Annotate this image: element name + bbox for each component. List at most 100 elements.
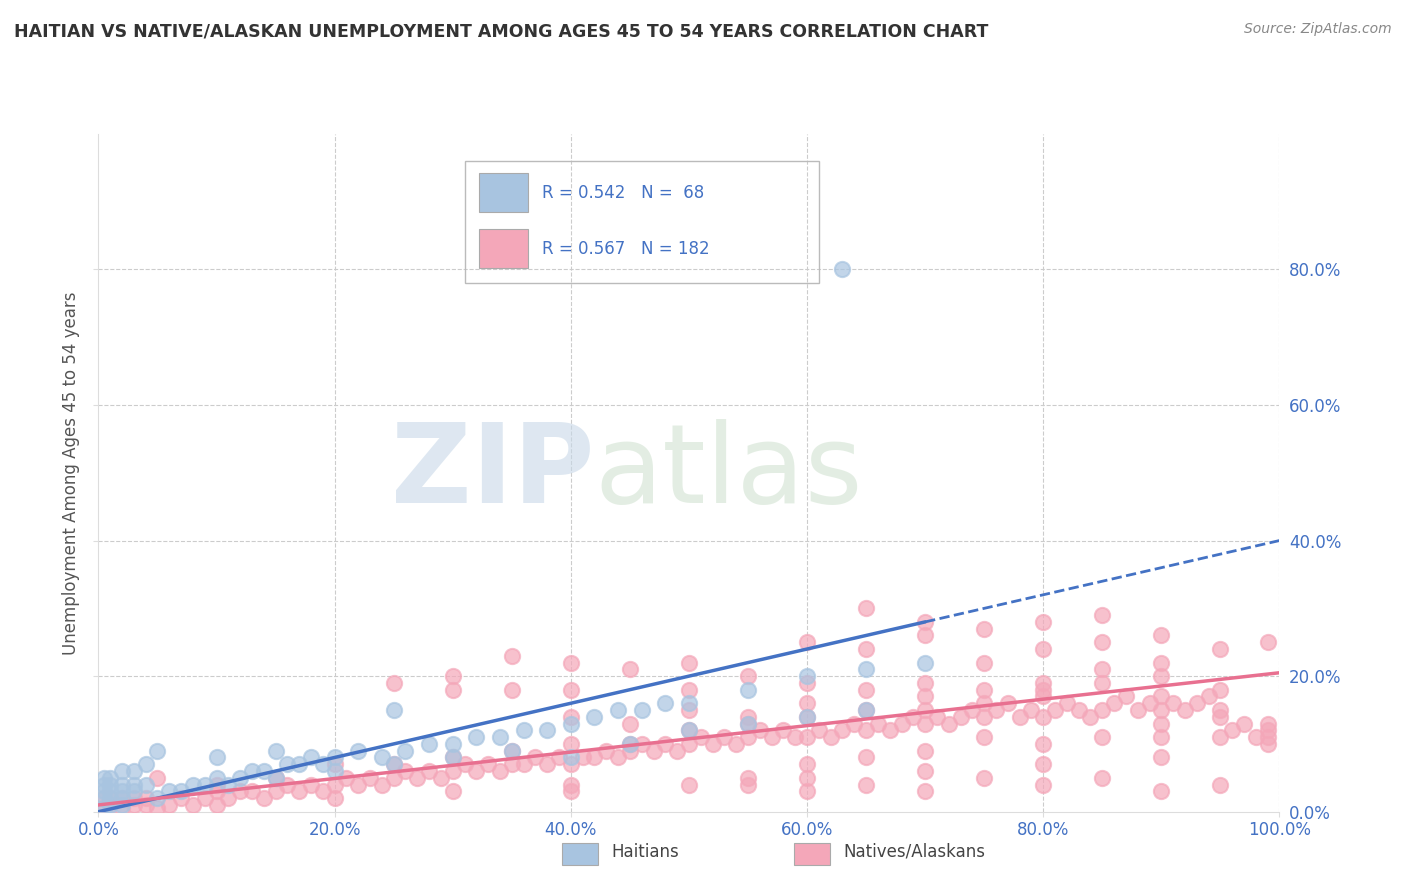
Point (240, 764, 263, 778)
Point (984, 703, 1007, 717)
Point (855, 662, 877, 676)
Point (1150, 656, 1173, 670)
Point (796, 771, 818, 785)
Point (146, 771, 169, 785)
Point (194, 778, 217, 792)
Point (619, 716, 641, 731)
Point (914, 764, 936, 778)
Point (1209, 642, 1232, 657)
Point (1150, 690, 1173, 704)
Point (1257, 730, 1279, 744)
Point (1257, 716, 1279, 731)
Point (737, 682, 759, 697)
Point (312, 784, 335, 798)
Point (678, 723, 700, 738)
Point (654, 737, 676, 751)
Point (1126, 703, 1149, 717)
Point (489, 730, 512, 744)
Point (1080, 710, 1102, 724)
Point (1091, 771, 1114, 785)
Point (1032, 690, 1054, 704)
Point (1220, 723, 1243, 738)
Point (737, 716, 759, 731)
Point (299, 750, 322, 764)
Point (170, 791, 193, 805)
Point (560, 716, 582, 731)
Point (973, 622, 995, 636)
Point (93, 791, 115, 805)
Point (713, 730, 735, 744)
Point (501, 682, 523, 697)
Point (194, 791, 217, 805)
Point (879, 723, 901, 738)
Point (229, 771, 252, 785)
Point (914, 690, 936, 704)
Point (359, 771, 381, 785)
Point (737, 771, 759, 785)
Point (914, 676, 936, 690)
Point (737, 730, 759, 744)
Point (98, 797, 121, 812)
Point (796, 710, 818, 724)
Point (748, 723, 770, 738)
Point (737, 716, 759, 731)
Point (619, 744, 641, 758)
Point (1209, 703, 1232, 717)
Point (678, 737, 700, 751)
Point (1198, 690, 1220, 704)
Point (371, 750, 394, 764)
Point (973, 730, 995, 744)
Point (630, 737, 652, 751)
Point (1115, 690, 1137, 704)
Text: Haitians: Haitians (612, 843, 679, 861)
Point (465, 764, 488, 778)
Point (1021, 703, 1043, 717)
Point (122, 778, 145, 792)
Point (938, 716, 960, 731)
Point (536, 757, 558, 772)
Point (844, 716, 866, 731)
Point (135, 757, 157, 772)
Point (654, 696, 676, 710)
Point (973, 696, 995, 710)
Point (914, 744, 936, 758)
Point (111, 778, 134, 792)
Point (98, 778, 121, 792)
Point (122, 764, 145, 778)
Point (288, 757, 311, 772)
Point (312, 757, 335, 772)
Point (737, 778, 759, 792)
Point (560, 682, 582, 697)
Point (1150, 784, 1173, 798)
Point (820, 730, 842, 744)
Point (1032, 778, 1054, 792)
Point (288, 784, 311, 798)
Point (135, 778, 157, 792)
Point (111, 801, 134, 815)
Point (264, 771, 287, 785)
Point (441, 682, 464, 697)
Point (1091, 676, 1114, 690)
Point (93, 784, 115, 798)
Point (1032, 642, 1054, 657)
Point (973, 710, 995, 724)
Point (725, 737, 748, 751)
Point (394, 744, 416, 758)
Point (678, 723, 700, 738)
Point (382, 771, 405, 785)
Point (1102, 696, 1125, 710)
Point (630, 703, 652, 717)
Point (855, 682, 877, 697)
Point (146, 744, 169, 758)
Point (796, 635, 818, 649)
Point (93, 791, 115, 805)
Point (914, 628, 936, 642)
Point (1244, 730, 1267, 744)
Point (135, 797, 157, 812)
Text: HAITIAN VS NATIVE/ALASKAN UNEMPLOYMENT AMONG AGES 45 TO 54 YEARS CORRELATION CHA: HAITIAN VS NATIVE/ALASKAN UNEMPLOYMENT A… (14, 22, 988, 40)
Point (93, 771, 115, 785)
Point (1185, 696, 1208, 710)
Point (111, 797, 134, 812)
Point (772, 723, 794, 738)
Point (666, 744, 689, 758)
